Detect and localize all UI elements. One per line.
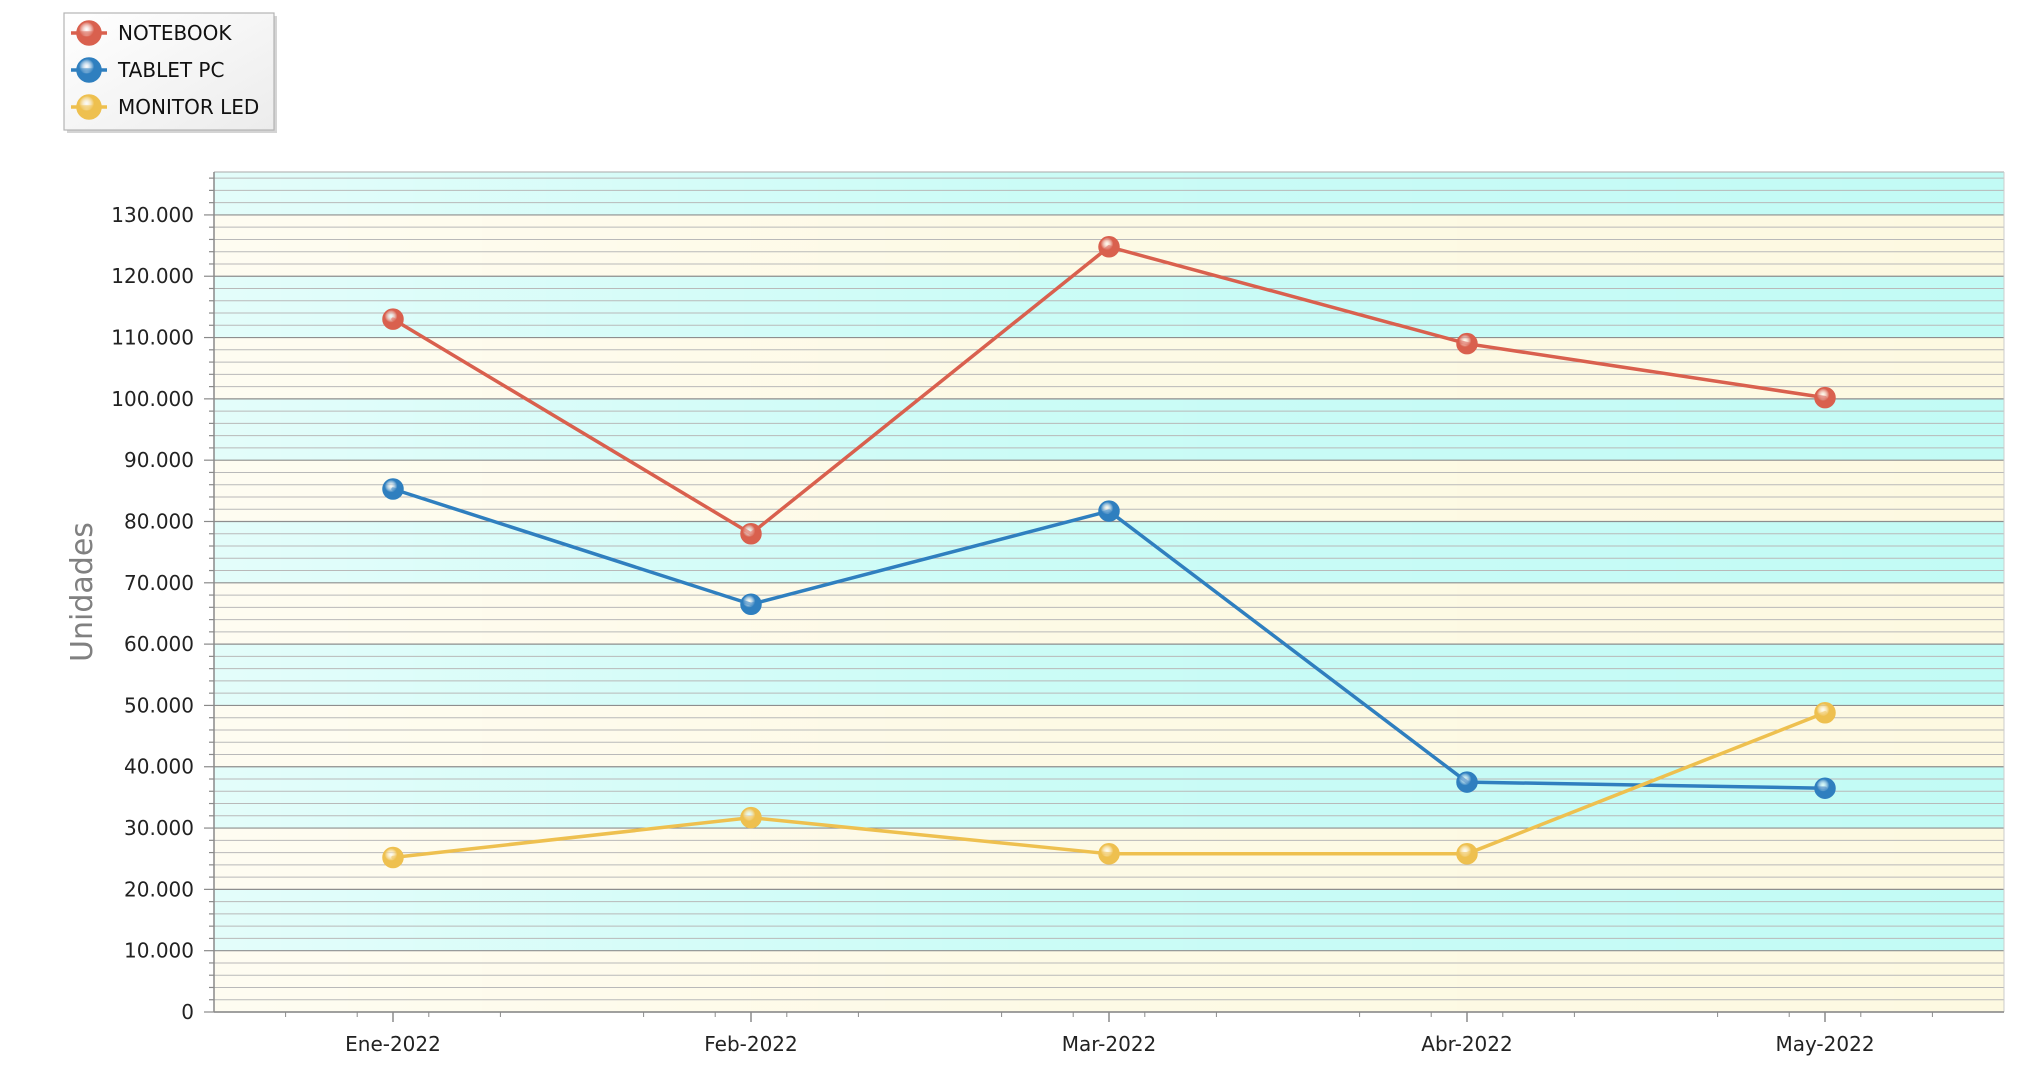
x-tick-label: Feb-2022 (704, 1032, 798, 1056)
y-tick-label: 120.000 (111, 264, 194, 288)
y-tick-label: 80.000 (124, 509, 194, 533)
legend-label: NOTEBOOK (118, 21, 232, 45)
y-tick-label: 70.000 (124, 571, 194, 595)
data-point-monitor-led (382, 846, 404, 869)
y-tick-label: 60.000 (124, 632, 194, 656)
background-fade (214, 172, 2004, 1012)
data-point-tablet-pc (740, 593, 762, 616)
legend-item: NOTEBOOK (71, 20, 232, 46)
y-tick-label: 100.000 (111, 387, 194, 411)
legend-item: MONITOR LED (71, 94, 259, 120)
y-tick-label: 130.000 (111, 203, 194, 227)
legend-marker (76, 20, 102, 46)
plot-area: 0 10.000 20.000 30.000 40.000 50.000 60.000 70.… (65, 171, 2005, 1056)
y-tick-label: 110.000 (111, 326, 194, 350)
legend-marker (76, 94, 102, 120)
data-point-tablet-pc (1098, 500, 1120, 522)
data-point-notebook (1456, 332, 1478, 355)
x-tick-label: May-2022 (1775, 1032, 1874, 1056)
legend: NOTEBOOK TABLET PC MONITOR LED (63, 12, 277, 133)
data-point-monitor-led (1456, 843, 1478, 865)
data-point-notebook (1814, 386, 1836, 409)
x-tick-label: Ene-2022 (345, 1032, 441, 1056)
legend-item: TABLET PC (71, 57, 224, 83)
data-point-notebook (740, 523, 762, 545)
y-tick-label: 90.000 (124, 448, 194, 472)
x-tick-label: Abr-2022 (1421, 1032, 1512, 1056)
y-axis-title: Unidades (65, 522, 100, 662)
data-point-tablet-pc (382, 478, 404, 500)
y-tick-label: 0 (181, 1000, 194, 1024)
data-point-notebook (382, 308, 404, 330)
legend-marker (76, 57, 102, 83)
y-tick-label: 30.000 (124, 816, 194, 840)
y-tick-label: 50.000 (124, 693, 194, 717)
legend-label: TABLET PC (117, 58, 224, 82)
data-point-monitor-led (740, 806, 762, 829)
y-tick-label: 20.000 (124, 877, 194, 901)
data-point-tablet-pc (1456, 771, 1478, 793)
data-point-monitor-led (1098, 843, 1120, 865)
y-tick-label: 10.000 (124, 939, 194, 963)
legend-label: MONITOR LED (118, 95, 259, 119)
data-point-notebook (1098, 236, 1120, 258)
data-point-monitor-led (1814, 702, 1836, 724)
y-tick-label: 40.000 (124, 755, 194, 779)
data-point-tablet-pc (1814, 777, 1836, 799)
x-tick-label: Mar-2022 (1062, 1032, 1157, 1056)
